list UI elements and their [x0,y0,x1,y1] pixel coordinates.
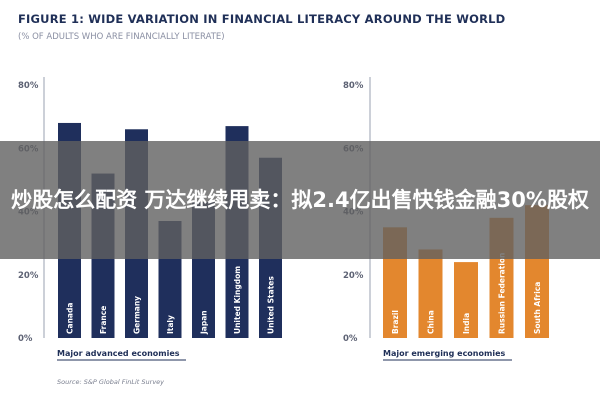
y-tick-label: 80% [18,81,39,91]
bar-label-italy: Italy [166,315,175,334]
group-label: Major advanced economies [57,349,180,358]
bar-label-germany: Germany [133,296,142,334]
bar-label-russian-federation: Russian Federation [498,253,507,334]
bar-label-brazil: Brazil [391,310,400,334]
banner-headline: 炒股怎么配资 万达继续甩卖：拟2.4亿出售快钱金融30%股权 [11,188,589,212]
y-tick-label: 0% [343,334,358,344]
bar-label-japan: Japan [200,310,209,335]
bar-china [418,249,443,338]
y-tick-label: 20% [18,271,39,281]
chart-title: FIGURE 1: WIDE VARIATION IN FINANCIAL LI… [18,12,505,26]
y-tick-label: 20% [343,271,364,281]
bar-label-india: India [462,313,471,334]
bar-label-south-africa: South Africa [533,282,542,334]
bar-label-united-states: United States [267,276,276,334]
y-tick-label: 0% [18,334,33,344]
overlay-banner: 炒股怎么配资 万达继续甩卖：拟2.4亿出售快钱金融30%股权 [0,141,600,259]
bar-label-united-kingdom: United Kingdom [233,266,242,334]
y-tick-label: 80% [343,81,364,91]
bar-label-canada: Canada [66,303,75,334]
bar-label-china: China [427,310,436,334]
bar-label-france: France [99,306,108,334]
chart-source: Source: S&P Global FinLit Survey [57,378,164,386]
bar-india [454,262,478,338]
chart-subtitle: (% OF ADULTS WHO ARE FINANCIALLY LITERAT… [18,32,225,42]
group-label: Major emerging economies [383,349,505,358]
